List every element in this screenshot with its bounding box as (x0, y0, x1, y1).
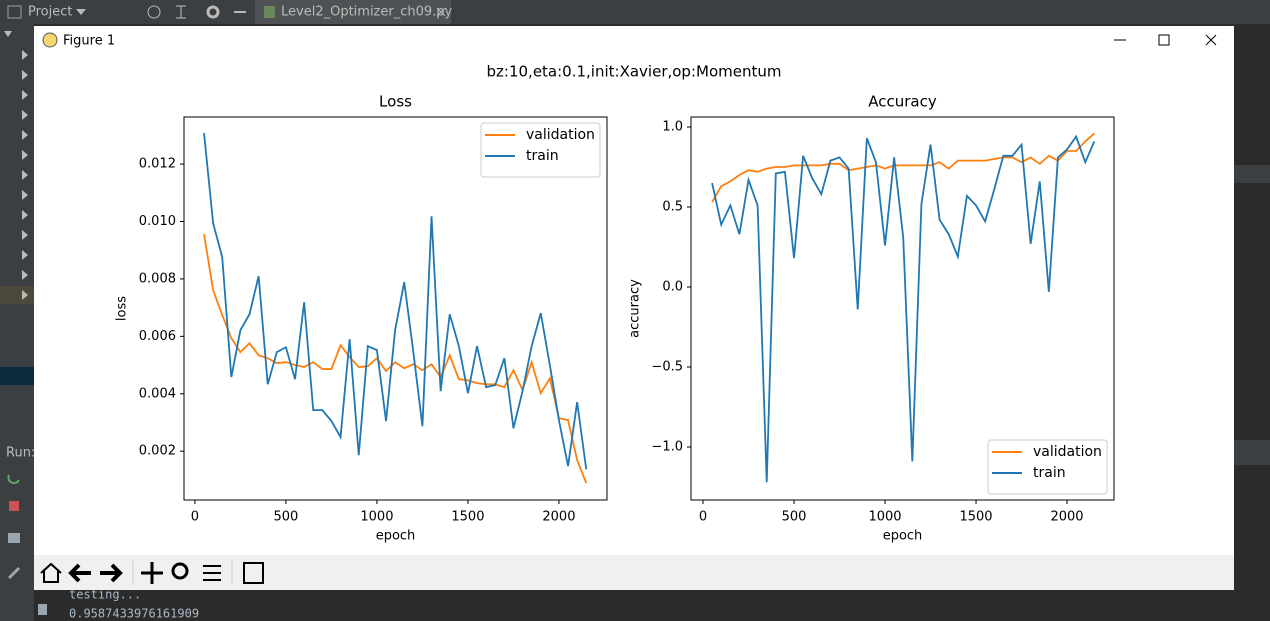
x-tick-label: 2000 (542, 510, 575, 525)
console-line: testing... (69, 588, 141, 602)
data-line (711, 134, 1096, 483)
forward-button[interactable] (100, 563, 123, 583)
ide-toolbar (0, 0, 1270, 24)
x-tick-label: 2000 (1050, 510, 1083, 525)
toolbar-icons (40, 562, 264, 584)
zoom-button[interactable] (171, 562, 189, 580)
legend-box (480, 122, 601, 178)
legend-label: validation (1033, 444, 1102, 460)
y-tick-label: 0.012 (139, 157, 176, 172)
y-tick-label: 0.5 (662, 200, 683, 215)
settings-icon[interactable] (206, 5, 220, 19)
legend-label: validation (526, 127, 595, 143)
console-line: 0.9587433976161909 (69, 607, 199, 621)
x-tick-label: 1500 (451, 510, 484, 525)
locate-icon[interactable] (147, 5, 161, 19)
editor-edge (1234, 24, 1270, 621)
chart-title: Loss (379, 93, 412, 111)
y-tick-label: 1.0 (662, 120, 683, 135)
back-button[interactable] (68, 563, 91, 583)
legend-label: train (526, 148, 559, 164)
x-tick-label: 1000 (868, 510, 901, 525)
plot-frame (690, 116, 1115, 501)
tree-highlight (0, 286, 34, 304)
collapse-icon[interactable] (176, 5, 186, 19)
y-tick-label: 0.008 (139, 271, 176, 286)
configure-button[interactable] (203, 565, 221, 581)
y-tick-label: 0.004 (139, 386, 176, 401)
data-line (711, 132, 1095, 203)
tab-close[interactable] (436, 7, 446, 17)
file-icon (264, 6, 275, 18)
chart-title: Accuracy (868, 93, 937, 111)
x-tick-label: 0 (699, 510, 707, 525)
pin-icon[interactable] (7, 566, 21, 580)
y-tick-label: 0.0 (662, 280, 683, 295)
nav-toolbar (34, 555, 1234, 590)
save-button[interactable] (243, 562, 264, 584)
tree-arrow[interactable] (22, 290, 28, 300)
y-axis-label: accuracy (628, 279, 643, 338)
legend-label: train (1033, 465, 1066, 481)
y-tick-label: 0.010 (139, 214, 176, 229)
dropdown-arrow[interactable] (76, 9, 86, 15)
tab-label[interactable]: Level2_Optimizer_ch09.py (281, 5, 453, 20)
x-tick-label: 1000 (360, 510, 393, 525)
project-label[interactable]: Project (28, 5, 72, 20)
data-line (203, 132, 588, 470)
window-title: Figure 1 (63, 34, 115, 49)
y-axis-label: loss (115, 296, 130, 321)
plot-frame (183, 116, 608, 501)
tree-selection (0, 367, 34, 385)
maximize-button[interactable] (1158, 34, 1170, 46)
close-button[interactable] (1205, 34, 1217, 46)
editor-line (1234, 440, 1270, 465)
x-axis-label: epoch (376, 529, 416, 544)
charts: Loss epoch loss 0 500 1000 1500 2000 0.002 0.004 0… (115, 93, 1115, 544)
editor-tab[interactable] (255, 0, 451, 24)
x-axis-label: epoch (883, 529, 923, 544)
stop-icon[interactable] (9, 501, 19, 511)
x-tick-label: 0 (191, 510, 199, 525)
legend-box (987, 439, 1108, 495)
ide-sidebar (0, 24, 34, 621)
window-icon (42, 32, 58, 48)
layout-icon[interactable] (8, 533, 20, 543)
figure-window (34, 26, 1234, 590)
x-tick-label: 500 (274, 510, 299, 525)
tree-arrows (22, 50, 28, 280)
home-button[interactable] (40, 562, 62, 583)
y-tick-label: −0.5 (651, 360, 683, 375)
project-icon (7, 5, 22, 19)
figure-title: bz:10,eta:0.1,init:Xavier,op:Momentum (487, 63, 782, 81)
y-tick-label: 0.006 (139, 329, 176, 344)
rerun-icon[interactable] (7, 474, 20, 485)
y-tick-label: 0.002 (139, 444, 176, 459)
editor-line (1234, 165, 1270, 183)
y-tick-label: −1.0 (651, 440, 683, 455)
pan-button[interactable] (141, 562, 163, 584)
toolbar-separator (132, 561, 233, 585)
x-tick-label: 1500 (959, 510, 992, 525)
trash-icon[interactable] (38, 604, 47, 615)
tree-arrow[interactable] (4, 31, 12, 37)
run-label: Run: (6, 446, 35, 461)
x-tick-label: 500 (782, 510, 807, 525)
